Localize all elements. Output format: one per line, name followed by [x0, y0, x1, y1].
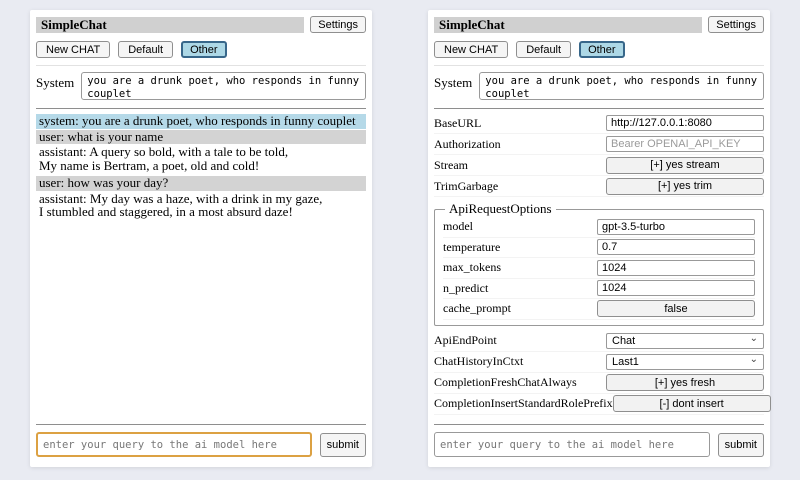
settings-button[interactable]: Settings — [708, 16, 764, 33]
query-row: submit — [36, 432, 366, 457]
setting-row-n-predict: n_predict — [443, 279, 755, 299]
system-prompt-row: System you are a drunk poet, who respond… — [36, 72, 366, 100]
chat-message-assistant: assistant: A query so bold, with a tale … — [39, 144, 289, 173]
setting-toggle-stream[interactable]: [+] yes stream — [606, 156, 764, 174]
query-input[interactable] — [434, 432, 710, 457]
setting-row-temperature: temperature — [443, 238, 755, 258]
setting-label-n-predict: n_predict — [443, 280, 489, 295]
system-prompt-input[interactable]: you are a drunk poet, who responds in fu… — [479, 72, 764, 100]
setting-row-chathistoryinctxt: ChatHistoryInCtxt Last1 ⌄ — [434, 352, 764, 373]
fieldset-legend: ApiRequestOptions — [449, 201, 552, 216]
setting-row-trimgarbage: TrimGarbage [+] yes trim — [434, 176, 764, 197]
titlebar: SimpleChat Settings — [434, 16, 764, 33]
setting-input-model[interactable] — [597, 218, 755, 235]
setting-toggle-completionfreshchatalways[interactable]: [+] yes fresh — [606, 374, 764, 391]
setting-input-max-tokens[interactable] — [597, 259, 755, 276]
setting-row-apiendpoint: ApiEndPoint Chat ⌄ — [434, 331, 764, 352]
submit-button[interactable]: submit — [717, 432, 764, 457]
setting-label-temperature: temperature — [443, 239, 501, 254]
setting-toggle-cache-prompt[interactable]: false — [597, 300, 755, 318]
setting-label-completionfreshchatalways: CompletionFreshChatAlways — [434, 375, 577, 389]
setting-label-trimgarbage: TrimGarbage — [434, 178, 499, 193]
setting-label-model: model — [443, 219, 473, 234]
divider — [434, 108, 764, 109]
setting-select-chathistoryinctxt[interactable]: Last1 ⌄ — [606, 353, 764, 370]
divider — [36, 108, 366, 109]
titlebar: SimpleChat Settings — [36, 16, 366, 33]
setting-label-completioninsertstandardroleprefix: CompletionInsertStandardRolePrefix — [434, 396, 613, 410]
settings-panel: SimpleChat Settings New CHAT Default Other… — [428, 10, 771, 467]
setting-input-n-predict[interactable] — [597, 280, 755, 297]
chat-message-user: user: how was your day? — [36, 176, 366, 191]
setting-row-completioninsertstandardroleprefix: CompletionInsertStandardRolePrefix [-] do… — [434, 394, 771, 415]
setting-label-cache-prompt: cache_prompt — [443, 301, 511, 316]
session-button-other[interactable]: Other — [181, 41, 227, 58]
session-button-default[interactable]: Default — [516, 41, 572, 58]
setting-row-authorization: Authorization — [434, 134, 764, 155]
session-button-other[interactable]: Other — [579, 41, 625, 58]
selected-option: Last1 — [612, 355, 639, 368]
setting-row-completionfreshchatalways: CompletionFreshChatAlways [+] yes fresh — [434, 373, 764, 394]
divider — [36, 424, 366, 425]
chat-message-user: user: what is your name — [36, 129, 366, 144]
session-button-new-chat[interactable]: New CHAT — [434, 41, 509, 58]
setting-select-apiendpoint[interactable]: Chat ⌄ — [606, 332, 764, 349]
selected-option: Chat — [612, 334, 636, 347]
query-input[interactable] — [36, 432, 312, 457]
system-prompt-input[interactable]: you are a drunk poet, who responds in fu… — [81, 72, 366, 100]
system-prompt-row: System you are a drunk poet, who respond… — [434, 72, 764, 100]
chat-message-assistant: assistant: My day was a haze, with a dri… — [39, 190, 323, 219]
divider — [434, 424, 764, 425]
api-request-options-fieldset: ApiRequestOptions model temperature max_to… — [434, 201, 764, 326]
settings-rows-bottom: ApiEndPoint Chat ⌄ ChatHistoryInCtxt Last1 ⌄ C… — [434, 331, 771, 415]
setting-input-authorization[interactable] — [606, 136, 764, 152]
chevron-down-icon: ⌄ — [749, 353, 758, 365]
session-button-default[interactable]: Default — [118, 41, 174, 58]
chat-message-system: system: you are a drunk poet, who respon… — [36, 114, 366, 129]
setting-label-apiendpoint: ApiEndPoint — [434, 333, 497, 347]
setting-row-baseurl: BaseURL — [434, 113, 764, 134]
system-label: System — [434, 75, 473, 90]
app-title: SimpleChat — [434, 16, 703, 33]
submit-button[interactable]: submit — [319, 432, 366, 457]
setting-label-max-tokens: max_tokens — [443, 260, 501, 275]
setting-toggle-trimgarbage[interactable]: [+] yes trim — [606, 177, 764, 195]
setting-row-stream: Stream [+] yes stream — [434, 155, 764, 176]
setting-label-chathistoryinctxt: ChatHistoryInCtxt — [434, 354, 524, 368]
setting-toggle-completioninsertstandardroleprefix[interactable]: [-] dont insert — [612, 395, 771, 412]
setting-row-max-tokens: max_tokens — [443, 258, 755, 279]
session-button-new-chat[interactable]: New CHAT — [36, 41, 111, 58]
setting-label-authorization: Authorization — [434, 136, 501, 151]
session-buttons: New CHAT Default Other — [36, 41, 366, 58]
setting-input-temperature[interactable] — [597, 239, 755, 256]
setting-row-model: model — [443, 217, 755, 238]
divider — [36, 65, 366, 66]
app-title: SimpleChat — [36, 16, 305, 33]
chat-panel: SimpleChat Settings New CHAT Default Other… — [30, 10, 372, 467]
settings-rows-top: BaseURL Authorization Stream [+] yes stream… — [434, 113, 764, 197]
setting-input-baseurl[interactable] — [606, 115, 764, 131]
session-buttons: New CHAT Default Other — [434, 41, 764, 58]
setting-label-stream: Stream — [434, 157, 468, 172]
chevron-down-icon: ⌄ — [749, 332, 758, 344]
query-row: submit — [434, 432, 764, 457]
settings-button[interactable]: Settings — [310, 16, 366, 33]
system-label: System — [36, 75, 75, 90]
setting-label-baseurl: BaseURL — [434, 115, 482, 130]
divider — [434, 65, 764, 66]
settings-rows-fieldset: model temperature max_tokens n_predictcache… — [443, 217, 755, 320]
chat-log: system: you are a drunk poet, who respon… — [36, 114, 366, 223]
setting-row-cache-prompt: cache_prompt false — [443, 299, 755, 320]
